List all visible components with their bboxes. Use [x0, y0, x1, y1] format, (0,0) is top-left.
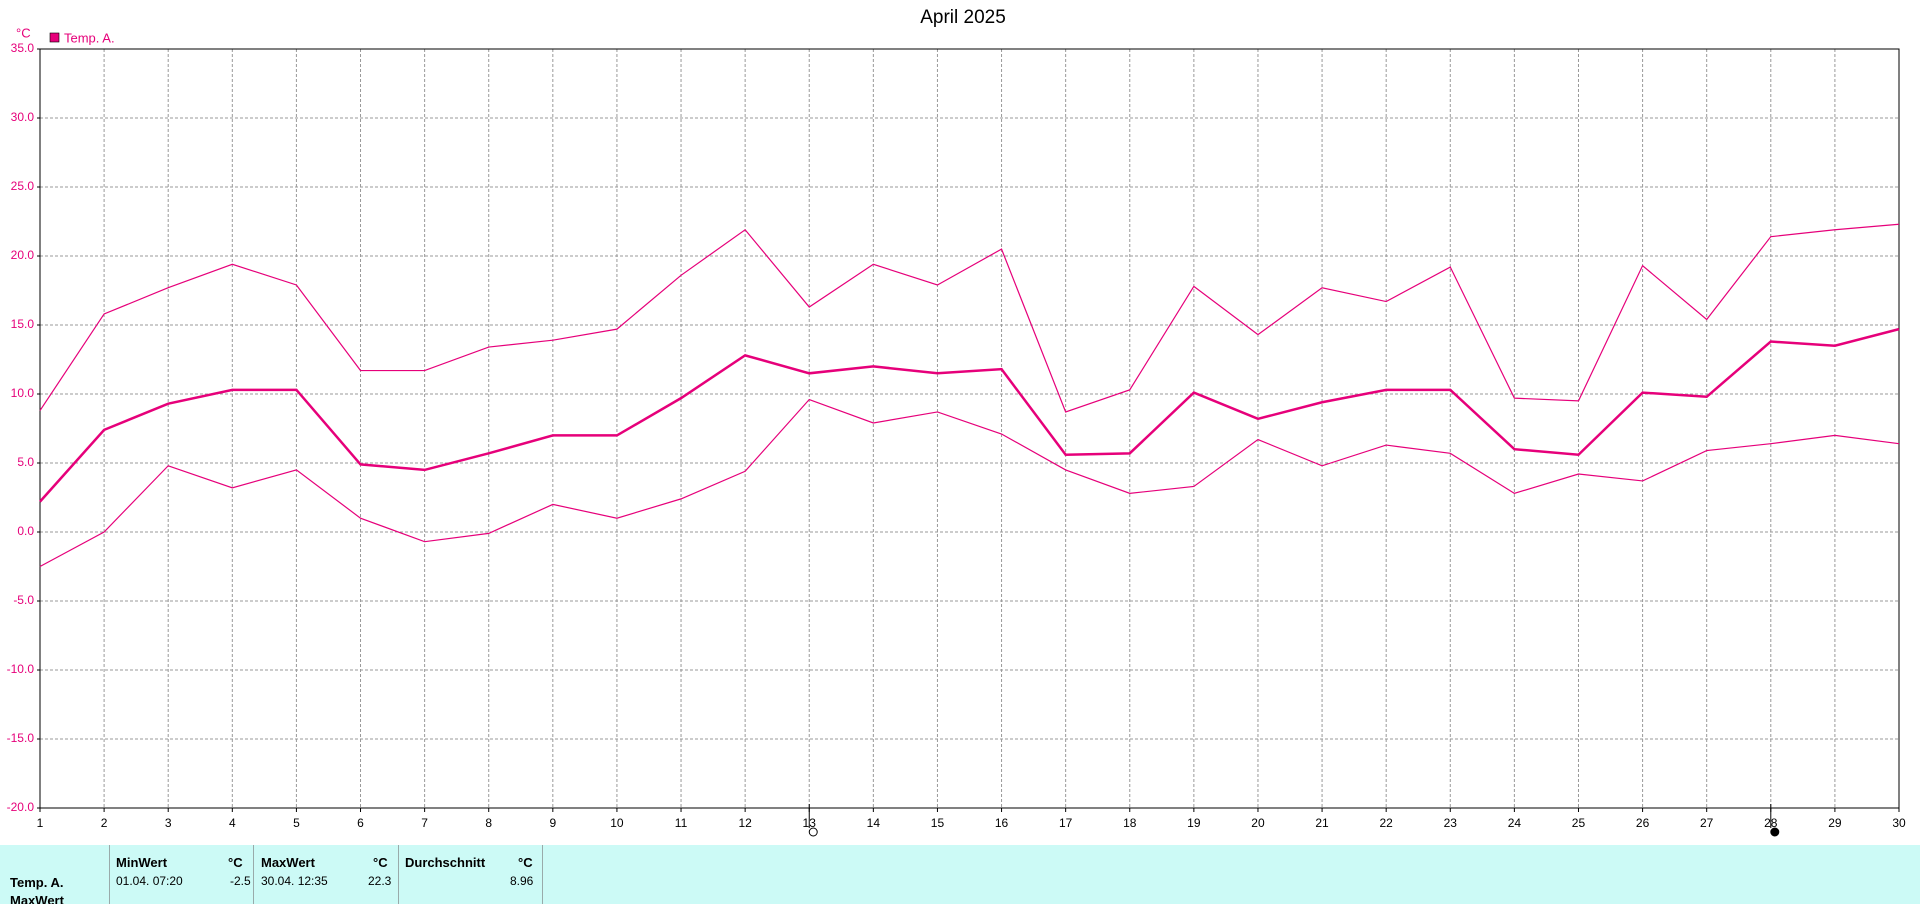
- x-tick-label: 4: [229, 816, 236, 830]
- cell: -2.5: [230, 874, 251, 888]
- y-tick-label: 30.0: [11, 110, 35, 124]
- chart-title: April 2025: [920, 7, 1006, 28]
- legend-swatch: [49, 32, 60, 43]
- plot-frame: [39, 48, 1900, 809]
- x-tick-label: 19: [1187, 816, 1201, 830]
- x-tick-label: 24: [1508, 816, 1522, 830]
- divider: [253, 845, 254, 904]
- y-tick-label: 10.0: [11, 386, 35, 400]
- y-tick-label: -10.0: [7, 662, 35, 676]
- x-tick-label: 22: [1379, 816, 1393, 830]
- marker: [1770, 827, 1780, 837]
- y-tick-label: -5.0: [13, 593, 34, 607]
- x-tick-label: 29: [1828, 816, 1842, 830]
- cell: 8.96: [510, 874, 534, 888]
- marker: [808, 827, 818, 837]
- y-tick-label: 5.0: [17, 455, 34, 469]
- x-tick-label: 14: [867, 816, 881, 830]
- header: °C: [518, 855, 533, 870]
- x-tick-label: 11: [675, 816, 688, 830]
- cell: 30.04. 12:35: [261, 874, 328, 888]
- x-tick-label: 16: [995, 816, 1009, 830]
- row-label: MaxWert: [10, 893, 64, 904]
- y-tick-label: -20.0: [7, 800, 35, 814]
- cell: 01.04. 07:20: [116, 874, 183, 888]
- line-min: [39, 398, 1900, 568]
- chart: April 2025 °C -20.0 -15.0 -10.0 -5.0 0.0 5.0 1…: [7, 7, 1906, 837]
- x-tick-label: 5: [293, 816, 300, 830]
- header: Durchschnitt: [405, 855, 486, 870]
- x-tick-label: 26: [1636, 816, 1650, 830]
- x-tick-label: 18: [1123, 816, 1137, 830]
- header: °C: [373, 855, 388, 870]
- header: MinWert: [116, 855, 168, 870]
- line-max: [39, 223, 1900, 413]
- x-tick-label: 23: [1444, 816, 1458, 830]
- x-tick-label: 9: [549, 816, 556, 830]
- x-tick-label: 7: [421, 816, 428, 830]
- x-tick-label: 1: [37, 816, 44, 830]
- x-tick-label: 8: [485, 816, 492, 830]
- y-unit: °C: [16, 25, 31, 40]
- x-tick-label: 27: [1700, 816, 1714, 830]
- x-tick-label: 21: [1315, 816, 1329, 830]
- x-tick-label: 6: [357, 816, 364, 830]
- line-values: [39, 327, 1900, 503]
- header: MaxWert: [261, 855, 315, 870]
- y-tick-label: -15.0: [7, 731, 35, 745]
- x-tick-label: 3: [165, 816, 172, 830]
- y-tick-label: 35.0: [11, 41, 35, 55]
- x-tick-label: 15: [931, 816, 945, 830]
- y-tick-label: 20.0: [11, 248, 35, 262]
- y-tick-label: 0.0: [17, 524, 34, 538]
- x-tick-label: 17: [1059, 816, 1073, 830]
- x-tick-label: 30: [1892, 816, 1906, 830]
- x-tick-label: 2: [101, 816, 108, 830]
- summary-table: MinWert °C MaxWert °C Durchschnitt °C Te…: [0, 845, 1920, 904]
- x-tick-label: 12: [738, 816, 752, 830]
- cell: 22.3: [368, 874, 392, 888]
- x-tick-label: 10: [610, 816, 624, 830]
- divider: [542, 845, 543, 904]
- legend-label: Temp. A.: [64, 30, 115, 45]
- divider: [109, 845, 110, 904]
- header: °C: [228, 855, 243, 870]
- x-tick-label: 25: [1572, 816, 1586, 830]
- divider: [398, 845, 399, 904]
- x-tick-label: 20: [1251, 816, 1265, 830]
- y-tick-label: 25.0: [11, 179, 35, 193]
- row-label: Temp. A.: [10, 875, 64, 890]
- y-tick-label: 15.0: [11, 317, 35, 331]
